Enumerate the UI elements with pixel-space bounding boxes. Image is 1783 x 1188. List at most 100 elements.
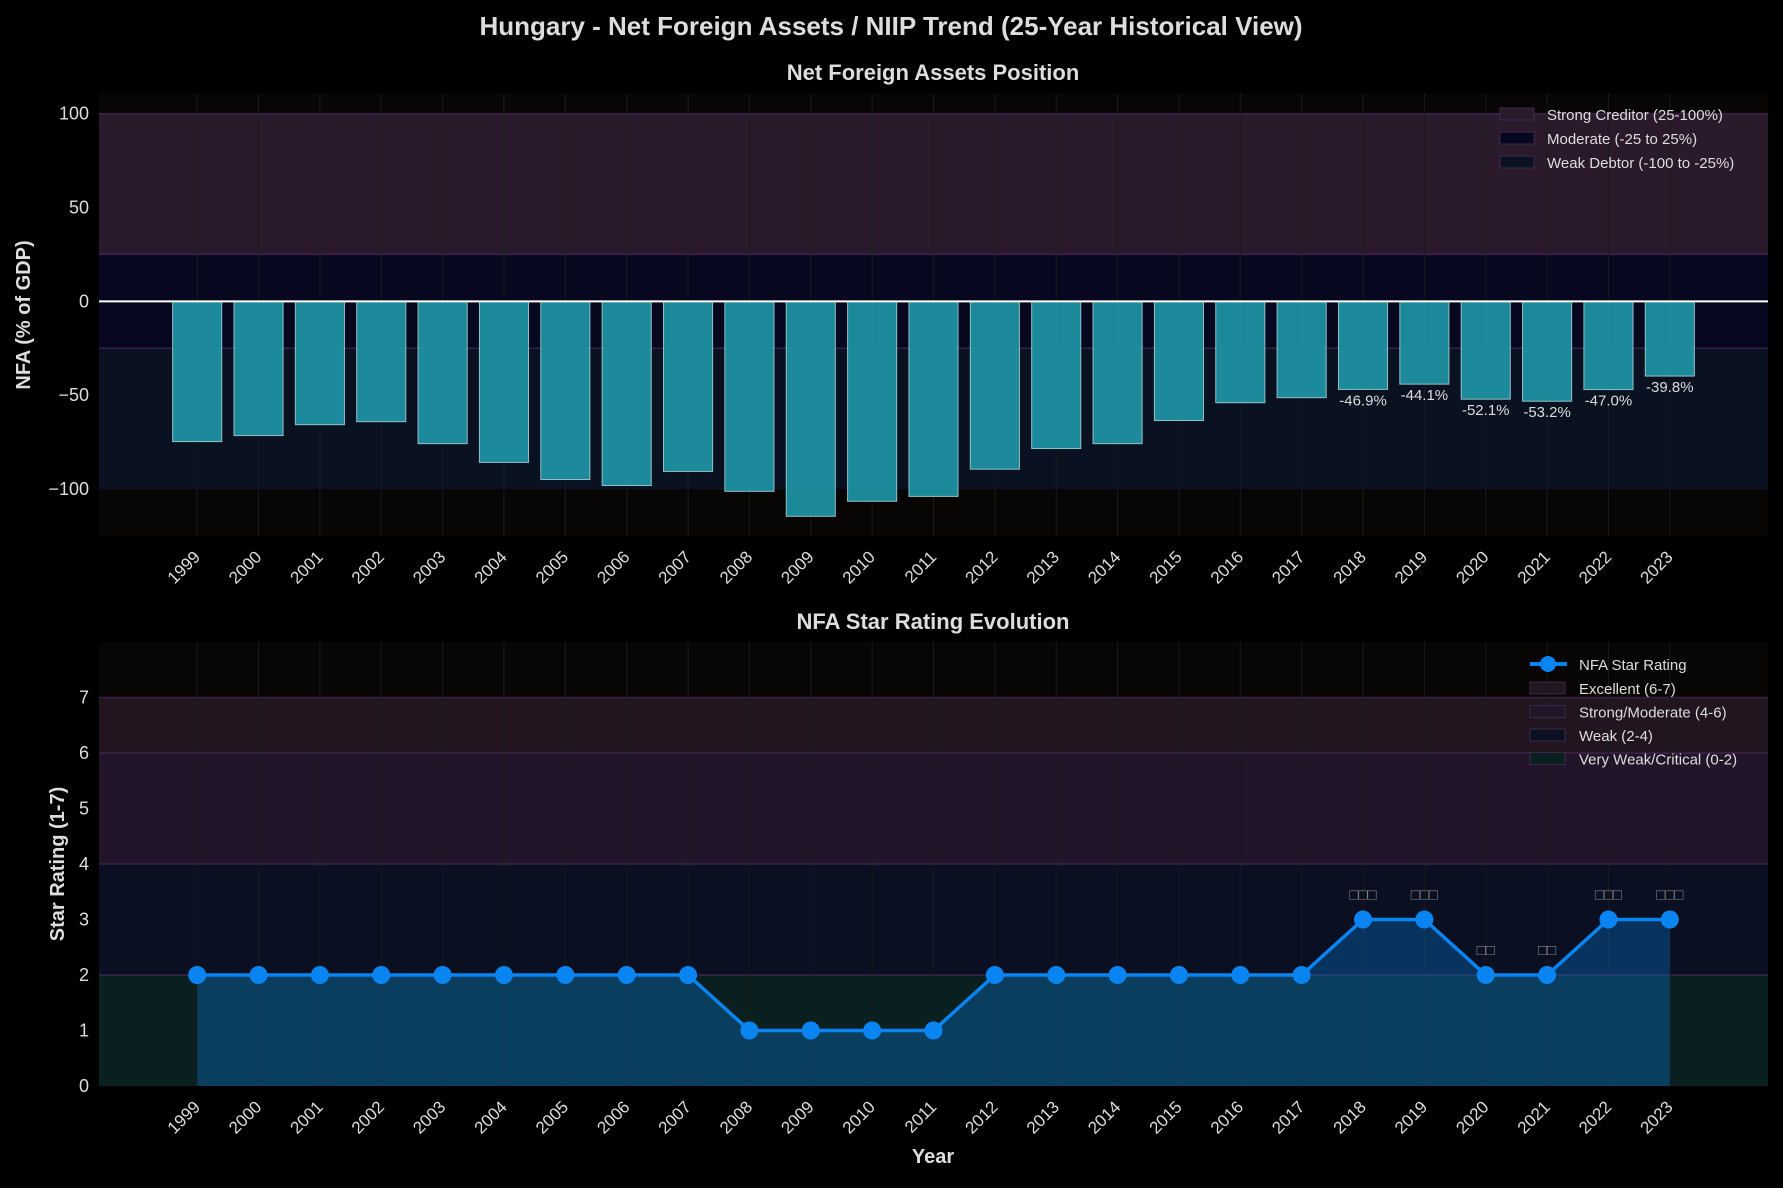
- point-label: □□□: [1411, 887, 1438, 904]
- bar-2005: [540, 300, 591, 480]
- point-2007: [679, 966, 698, 984]
- point-2014: [1108, 966, 1127, 984]
- legend-label: Weak (2-4): [1579, 728, 1653, 745]
- point-2015: [1169, 966, 1188, 984]
- data-label: -39.8%: [1646, 379, 1694, 396]
- bar-2003: [417, 300, 468, 445]
- point-2019: [1415, 910, 1434, 929]
- data-label: -46.9%: [1339, 392, 1387, 409]
- point-2023: [1660, 910, 1679, 929]
- bar-2023: [1644, 300, 1695, 377]
- y-tick-label: −50: [58, 385, 89, 405]
- bar-2008: [724, 300, 775, 492]
- bar-2020: [1460, 300, 1511, 400]
- bar-2014: [1092, 300, 1143, 445]
- point-2005: [556, 966, 575, 984]
- legend-swatch: [1529, 728, 1566, 742]
- top-chart-title: Net Foreign Assets Position: [787, 60, 1080, 85]
- y-tick-label: 1: [79, 1021, 89, 1041]
- bar-2011: [908, 300, 959, 497]
- bar-2021: [1522, 300, 1573, 402]
- y-tick-label: 2: [79, 965, 89, 985]
- legend-marker: [1540, 656, 1556, 672]
- bar-2004: [478, 300, 530, 463]
- point-2021: [1538, 966, 1557, 984]
- legend-label: Strong/Moderate (4-6): [1579, 705, 1727, 722]
- legend-label: Moderate (-25 to 25%): [1547, 131, 1697, 148]
- point-2000: [249, 966, 268, 984]
- point-2018: [1354, 910, 1373, 929]
- point-2001: [310, 966, 329, 984]
- bar-2009: [785, 300, 836, 517]
- point-2016: [1231, 966, 1250, 984]
- bar-1999: [172, 300, 223, 443]
- y-tick-label: 6: [79, 743, 89, 763]
- y-tick-label: 50: [69, 198, 89, 218]
- area-fill: [197, 919, 1670, 1086]
- y-tick-label: 4: [79, 854, 89, 874]
- point-2003: [433, 966, 452, 984]
- top-y-axis-label: NFA (% of GDP): [13, 240, 35, 389]
- bar-2006: [601, 300, 652, 487]
- point-label: □□□: [1349, 887, 1376, 904]
- bar-2000: [233, 300, 284, 437]
- y-tick-label: −100: [48, 479, 89, 499]
- point-2010: [863, 1021, 882, 1040]
- point-2011: [924, 1021, 943, 1040]
- data-label: -52.1%: [1462, 402, 1510, 419]
- point-1999: [188, 966, 207, 984]
- point-label: □□: [1538, 942, 1556, 959]
- point-2012: [985, 966, 1004, 984]
- point-2009: [801, 1021, 820, 1040]
- bottom-x-axis-label: Year: [912, 1146, 954, 1168]
- bar-2016: [1215, 300, 1266, 404]
- point-2008: [740, 1021, 759, 1040]
- point-2022: [1599, 910, 1618, 929]
- legend-swatch: [1529, 705, 1566, 718]
- bar-2018: [1337, 300, 1389, 390]
- bar-2002: [356, 300, 407, 423]
- bar-2010: [847, 300, 898, 502]
- data-label: -44.1%: [1401, 387, 1449, 404]
- legend: Strong Creditor (25-100%) Moderate (-25 t…: [1499, 107, 1734, 172]
- point-2004: [494, 966, 513, 984]
- point-label: □□□: [1595, 887, 1622, 904]
- y-tick-label: 0: [79, 291, 89, 311]
- legend-swatch: [1529, 752, 1566, 765]
- point-2013: [1047, 966, 1066, 984]
- bar-2015: [1153, 300, 1204, 422]
- bottom-chart-title: NFA Star Rating Evolution: [797, 609, 1070, 634]
- bar-2022: [1583, 300, 1634, 391]
- legend-label: Excellent (6-7): [1579, 681, 1676, 698]
- figure-title: Hungary - Net Foreign Assets / NIIP Tren…: [479, 11, 1302, 41]
- legend-label: Weak Debtor (-100 to -25%): [1547, 155, 1734, 172]
- point-2006: [617, 966, 636, 984]
- legend: NFA Star Rating Excellent (6-7) Strong/Mod…: [1529, 656, 1737, 769]
- legend-label: NFA Star Rating: [1579, 657, 1687, 674]
- point-2017: [1292, 966, 1311, 984]
- data-label: -53.2%: [1523, 404, 1571, 421]
- point-2002: [372, 966, 391, 984]
- bar-2017: [1276, 300, 1327, 399]
- point-2020: [1476, 966, 1495, 984]
- legend-label: Strong Creditor (25-100%): [1547, 107, 1723, 124]
- bar-2019: [1399, 300, 1450, 385]
- y-tick-label: 3: [79, 910, 89, 930]
- legend-swatch: [1499, 155, 1535, 169]
- bar-2001: [294, 300, 345, 426]
- bar-2012: [969, 300, 1020, 470]
- data-label: -47.0%: [1585, 393, 1633, 410]
- point-label: □□: [1477, 942, 1495, 959]
- bar-2013: [1031, 300, 1082, 450]
- bottom-y-axis-label: Star Rating (1-7): [47, 787, 69, 941]
- bar-2007: [663, 300, 714, 472]
- y-tick-label: 0: [79, 1076, 89, 1096]
- legend-swatch: [1499, 107, 1535, 121]
- y-tick-label: 7: [79, 688, 89, 708]
- y-tick-label: 100: [59, 104, 89, 124]
- legend-swatch: [1529, 681, 1566, 695]
- legend-label: Very Weak/Critical (0-2): [1579, 752, 1737, 769]
- legend-swatch: [1499, 131, 1535, 145]
- y-tick-label: 5: [79, 799, 89, 819]
